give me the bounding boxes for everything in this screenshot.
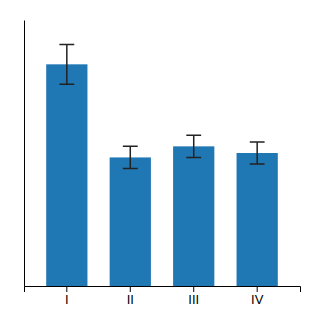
x-tick-mark — [66, 286, 67, 292]
y-axis-line — [24, 21, 25, 287]
error-bar — [123, 146, 138, 168]
marks — [46, 44, 278, 286]
plot: IIIIIIIV — [25, 21, 301, 308]
x-tick-label: III — [188, 292, 199, 307]
bar — [237, 153, 278, 286]
x-tick-label: II — [127, 292, 134, 307]
error-bar — [186, 135, 201, 157]
chart: IIIIIIIV — [0, 0, 320, 320]
y-axis — [24, 21, 25, 287]
bar — [173, 146, 214, 286]
x-tick-label: IV — [251, 292, 264, 307]
x-tick-mark — [257, 286, 258, 292]
bar — [110, 157, 151, 286]
error-bar — [250, 142, 265, 164]
bar — [46, 64, 87, 286]
x-tick-mark — [193, 286, 194, 292]
x-tick: II — [127, 286, 134, 307]
x-tick-label: I — [65, 292, 69, 307]
x-tick: III — [188, 286, 199, 307]
x-tick: IV — [251, 286, 264, 307]
x-tick: I — [65, 286, 69, 307]
x-axis-line — [25, 287, 301, 293]
x-axis: IIIIIIIV — [25, 286, 301, 307]
error-bar — [59, 44, 74, 84]
x-tick-mark — [130, 286, 131, 292]
